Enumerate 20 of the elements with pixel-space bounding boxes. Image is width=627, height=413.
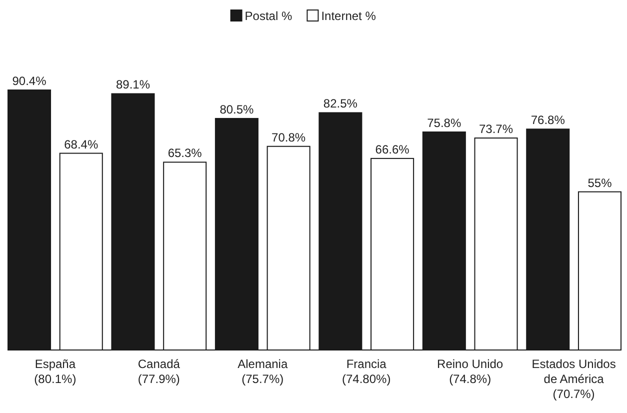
data-label: 65.3% xyxy=(168,146,202,160)
data-label: 80.5% xyxy=(220,102,254,116)
data-label: 70.8% xyxy=(272,130,306,144)
x-tick-label: Reino Unido (74.8%) xyxy=(437,357,504,386)
x-tick-label: Alemania (75.7%) xyxy=(238,357,288,386)
x-tick-label: Francia (74.80%) xyxy=(342,357,391,386)
x-tick-label: España (80.1%) xyxy=(34,357,76,386)
data-label: 75.8% xyxy=(427,116,462,130)
data-label: 66.6% xyxy=(375,142,410,156)
legend-label: Internet % xyxy=(321,9,376,23)
data-label: 89.1% xyxy=(116,78,150,92)
data-label: 76.8% xyxy=(530,113,566,128)
x-tick-label: Estados Unidos de América (70.7%) xyxy=(532,357,616,401)
data-label: 82.5% xyxy=(323,96,358,111)
legend-label: Postal % xyxy=(244,9,292,23)
data-label: 68.4% xyxy=(64,137,98,152)
x-tick-label: Canadá (77.9%) xyxy=(138,357,180,386)
data-label: 55% xyxy=(588,176,612,190)
data-label: 90.4% xyxy=(12,74,47,88)
data-label: 73.7% xyxy=(479,122,514,136)
